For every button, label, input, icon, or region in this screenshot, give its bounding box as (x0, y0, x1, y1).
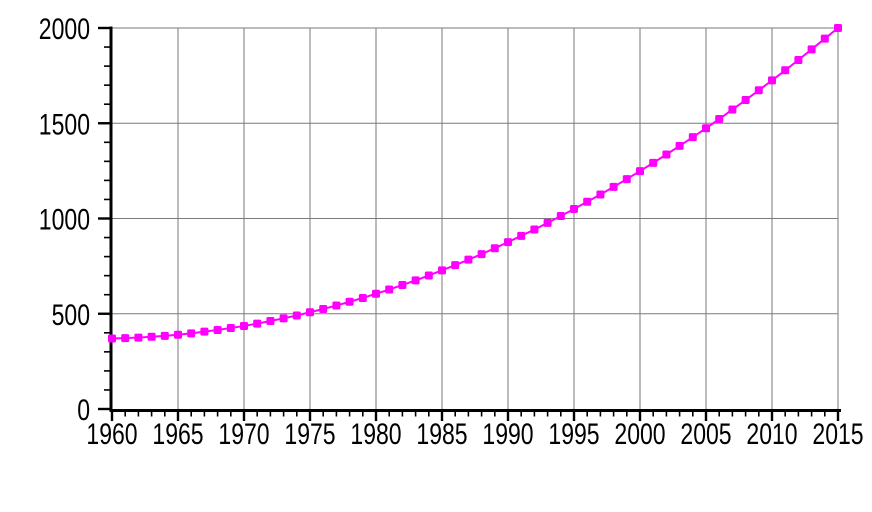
data-point (306, 308, 314, 317)
y-tick-label: 1000 (39, 204, 90, 237)
data-point (794, 56, 803, 65)
data-point (609, 182, 618, 191)
data-point (411, 276, 420, 285)
x-tick-label: 2000 (614, 418, 665, 451)
x-tick-label: 1965 (152, 418, 203, 451)
data-point (187, 329, 196, 338)
axes (109, 26, 841, 412)
data-point (807, 45, 816, 54)
axis-labels: 0 500 1000 1500 2000 1960 1965 1970 1975 1980 1985… (39, 13, 864, 451)
data-point (332, 301, 341, 310)
data-point (345, 297, 354, 306)
data-point (213, 325, 222, 334)
data-point (834, 24, 842, 32)
data-point (622, 175, 631, 184)
data-point (438, 266, 446, 275)
data-point (226, 324, 235, 333)
x-tick-label: 2015 (812, 418, 863, 451)
data-point (147, 332, 156, 341)
data-point (728, 105, 737, 114)
data-point (266, 316, 275, 325)
data-point (781, 66, 790, 75)
data-point (240, 321, 248, 330)
x-tick-label: 1975 (284, 418, 335, 451)
data-point (715, 115, 724, 124)
data-point (741, 96, 750, 105)
data-point (556, 212, 565, 221)
data-point (319, 304, 328, 313)
data-point (477, 250, 486, 259)
data-point (398, 280, 407, 289)
data-point (596, 190, 605, 199)
data-point (134, 333, 143, 342)
data-point (570, 204, 578, 213)
data-point (754, 86, 763, 95)
data-point (292, 311, 301, 320)
data-point (530, 225, 539, 234)
data-point (451, 261, 460, 270)
x-tick-label: 1990 (482, 418, 533, 451)
data-point (649, 158, 658, 167)
x-tick-label: 1995 (548, 418, 599, 451)
data-point (583, 197, 592, 206)
axis-ticks (98, 26, 840, 421)
y-tick-label: 2000 (39, 13, 90, 46)
data-point (768, 76, 776, 85)
data-point (121, 334, 130, 343)
data-point (702, 124, 710, 133)
data-point (279, 314, 288, 323)
data-point (108, 334, 116, 343)
data-series (108, 24, 842, 343)
data-point (424, 271, 433, 280)
data-point (675, 141, 684, 150)
data-point (160, 331, 169, 340)
data-point (358, 293, 367, 302)
y-tick-label: 500 (52, 299, 90, 332)
data-point (688, 133, 697, 142)
x-tick-label: 1960 (86, 418, 137, 451)
x-tick-label: 1985 (416, 418, 467, 451)
x-tick-label: 2010 (746, 418, 797, 451)
y-tick-label: 0 (77, 394, 90, 427)
gridlines (112, 27, 839, 409)
x-tick-label: 1980 (350, 418, 401, 451)
data-point (253, 319, 262, 328)
x-tick-label: 2005 (680, 418, 731, 451)
data-point (636, 167, 644, 176)
data-point (662, 150, 671, 159)
y-tick-label: 1500 (39, 108, 90, 141)
data-point (517, 231, 526, 240)
data-point (174, 330, 182, 339)
x-tick-label: 1970 (218, 418, 269, 451)
data-point (543, 218, 552, 227)
data-line (111, 27, 839, 340)
data-point (490, 244, 499, 253)
data-point (372, 289, 380, 298)
data-point (200, 327, 209, 336)
data-point (385, 285, 394, 294)
data-point (464, 255, 473, 264)
data-point (504, 238, 512, 247)
data-point (820, 34, 829, 43)
